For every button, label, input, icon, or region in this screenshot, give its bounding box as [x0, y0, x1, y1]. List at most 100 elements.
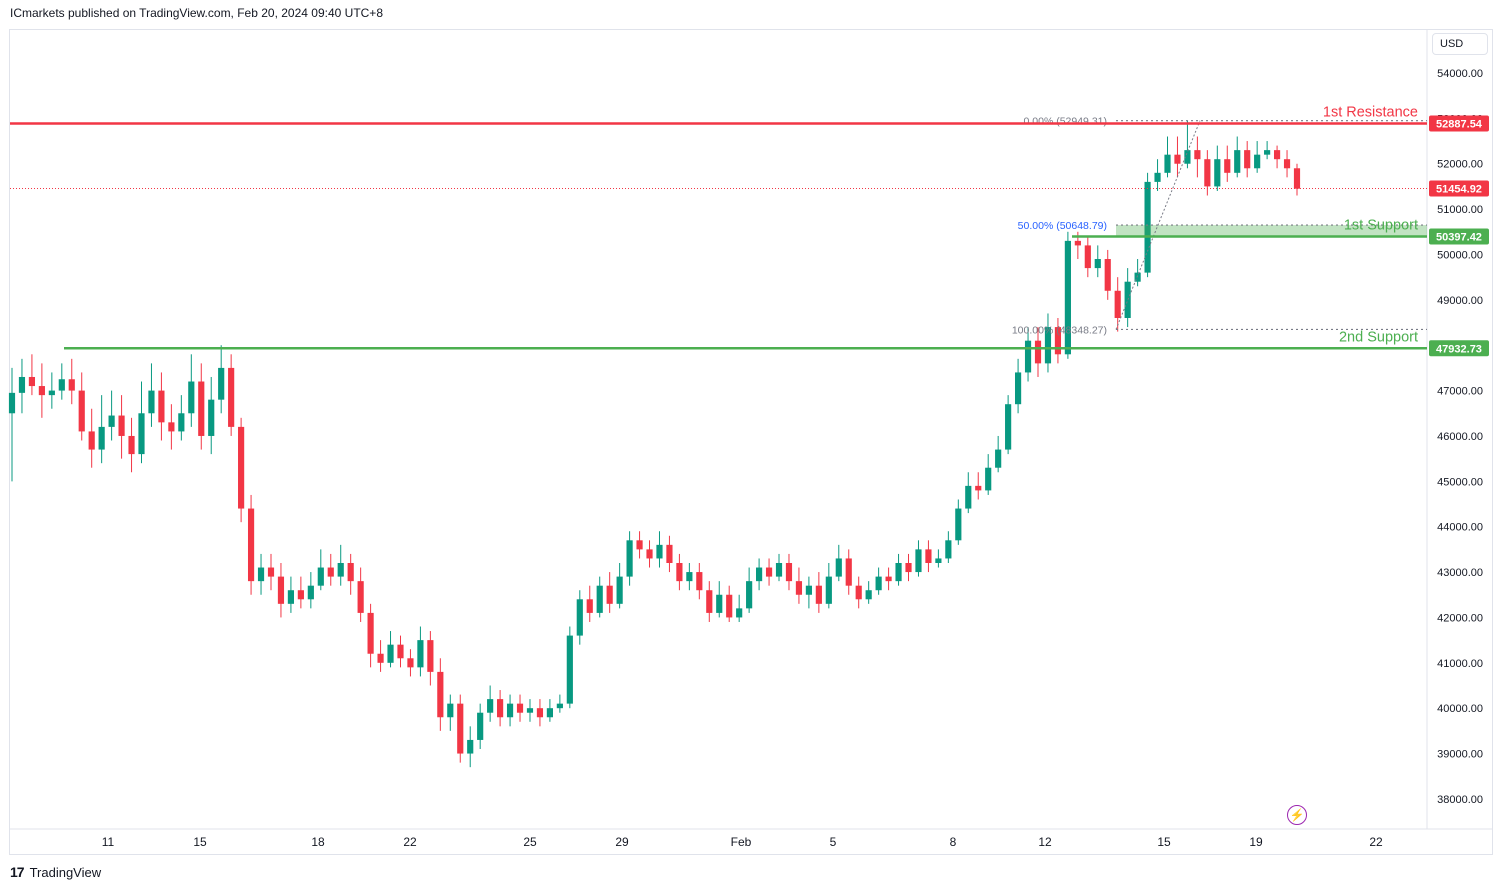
- candle-body: [367, 612, 374, 654]
- x-tick-label: 11: [102, 835, 115, 849]
- level-name-label: 1st Support: [1344, 217, 1418, 233]
- candle-body: [676, 562, 683, 582]
- candle-body: [666, 544, 673, 563]
- candle-body: [556, 703, 563, 709]
- candle-body: [1104, 259, 1111, 291]
- candle-body: [596, 585, 603, 613]
- candle-body: [38, 386, 45, 396]
- candle-body: [1084, 245, 1091, 269]
- candle-body: [307, 585, 314, 600]
- candle-body: [377, 653, 384, 663]
- candle-body: [526, 708, 534, 713]
- candle-body: [78, 390, 85, 432]
- support-zone: [1116, 225, 1427, 237]
- y-tick-label: 38000.00: [1437, 794, 1483, 806]
- candle-body: [148, 390, 155, 414]
- candle-body: [417, 640, 424, 668]
- candle-body: [825, 576, 832, 604]
- currency-button[interactable]: USD: [1432, 33, 1488, 55]
- candle-body: [257, 567, 265, 582]
- candle-body: [636, 540, 643, 550]
- candle-body: [576, 599, 583, 636]
- current-price-tag: [1429, 180, 1489, 197]
- candle-body: [477, 712, 484, 740]
- candle-body: [506, 703, 514, 718]
- candle-body: [8, 392, 16, 414]
- candle-body: [487, 699, 494, 713]
- candle-body: [935, 558, 942, 563]
- candle-body: [686, 572, 693, 582]
- candle-body: [736, 608, 743, 618]
- candle-body: [746, 581, 753, 609]
- candle-body: [706, 590, 713, 613]
- candle-body: [566, 635, 573, 704]
- candle-body: [327, 567, 334, 577]
- candle-body: [208, 399, 215, 436]
- publish-info: ICmarkets published on TradingView.com, …: [10, 6, 383, 20]
- candle-body: [835, 558, 842, 577]
- level-price-tag: [1429, 228, 1489, 245]
- candle-body: [1044, 327, 1052, 364]
- candle-body: [1164, 154, 1171, 173]
- candle-body: [925, 549, 932, 563]
- x-tick-label: 25: [523, 835, 537, 849]
- candle-body: [546, 708, 553, 718]
- level-price-label: 52887.54: [1436, 118, 1483, 130]
- candle-body: [945, 540, 952, 559]
- candle-body: [188, 381, 195, 414]
- candle-body: [1273, 150, 1281, 160]
- candle-body: [437, 671, 444, 718]
- candle-body: [18, 376, 26, 393]
- chart-frame: [9, 29, 1493, 855]
- candle-body: [158, 390, 165, 423]
- fib-level-label: 50.00% (50648.79): [1018, 220, 1107, 232]
- candle-body: [198, 381, 205, 436]
- y-tick-label: 47000.00: [1437, 386, 1483, 398]
- tradingview-logo-icon: 17: [10, 864, 25, 880]
- candle-body: [875, 576, 882, 591]
- candle-body: [905, 562, 912, 573]
- candle-body: [1144, 181, 1151, 273]
- y-tick-label: 54000.00: [1437, 68, 1483, 80]
- candle-body: [58, 379, 65, 391]
- candle-body: [805, 585, 812, 595]
- candle-body: [457, 703, 464, 754]
- level-price-label: 47932.73: [1436, 343, 1482, 355]
- candle-body: [656, 544, 663, 559]
- candle-body: [267, 567, 275, 577]
- candle-body: [1014, 372, 1022, 405]
- candle-body: [68, 379, 75, 391]
- x-tick-label: 22: [403, 835, 417, 849]
- candle-body: [118, 415, 125, 436]
- candle-body: [407, 658, 414, 668]
- candle-body: [1005, 404, 1012, 450]
- candle-body: [347, 562, 354, 582]
- candle-body: [357, 581, 364, 613]
- y-tick-label: 50000.00: [1437, 249, 1483, 261]
- candle-body: [765, 567, 773, 577]
- candle-body: [28, 376, 36, 387]
- x-tick-label: 22: [1369, 835, 1383, 849]
- candle-body: [427, 640, 434, 672]
- y-tick-label: 44000.00: [1437, 522, 1483, 534]
- level-price-label: 50397.42: [1436, 231, 1482, 243]
- candle-body: [785, 562, 793, 582]
- lightning-icon[interactable]: ⚡: [1287, 805, 1307, 825]
- candle-body: [1224, 159, 1231, 173]
- tradingview-footer[interactable]: 17 TradingView: [10, 864, 101, 880]
- candle-body: [317, 567, 324, 586]
- candle-body: [337, 562, 344, 577]
- candle-body: [795, 581, 803, 595]
- candle-body: [238, 426, 245, 509]
- candle-body: [98, 426, 105, 450]
- candle-body: [108, 415, 115, 427]
- y-tick-label: 46000.00: [1437, 431, 1483, 443]
- candle-body: [138, 413, 145, 455]
- candle-body: [297, 590, 304, 600]
- candle-body: [775, 562, 783, 577]
- candle-body: [1293, 168, 1301, 189]
- candle-body: [1254, 154, 1261, 169]
- candle-body: [726, 594, 733, 618]
- candle-body: [1024, 340, 1032, 373]
